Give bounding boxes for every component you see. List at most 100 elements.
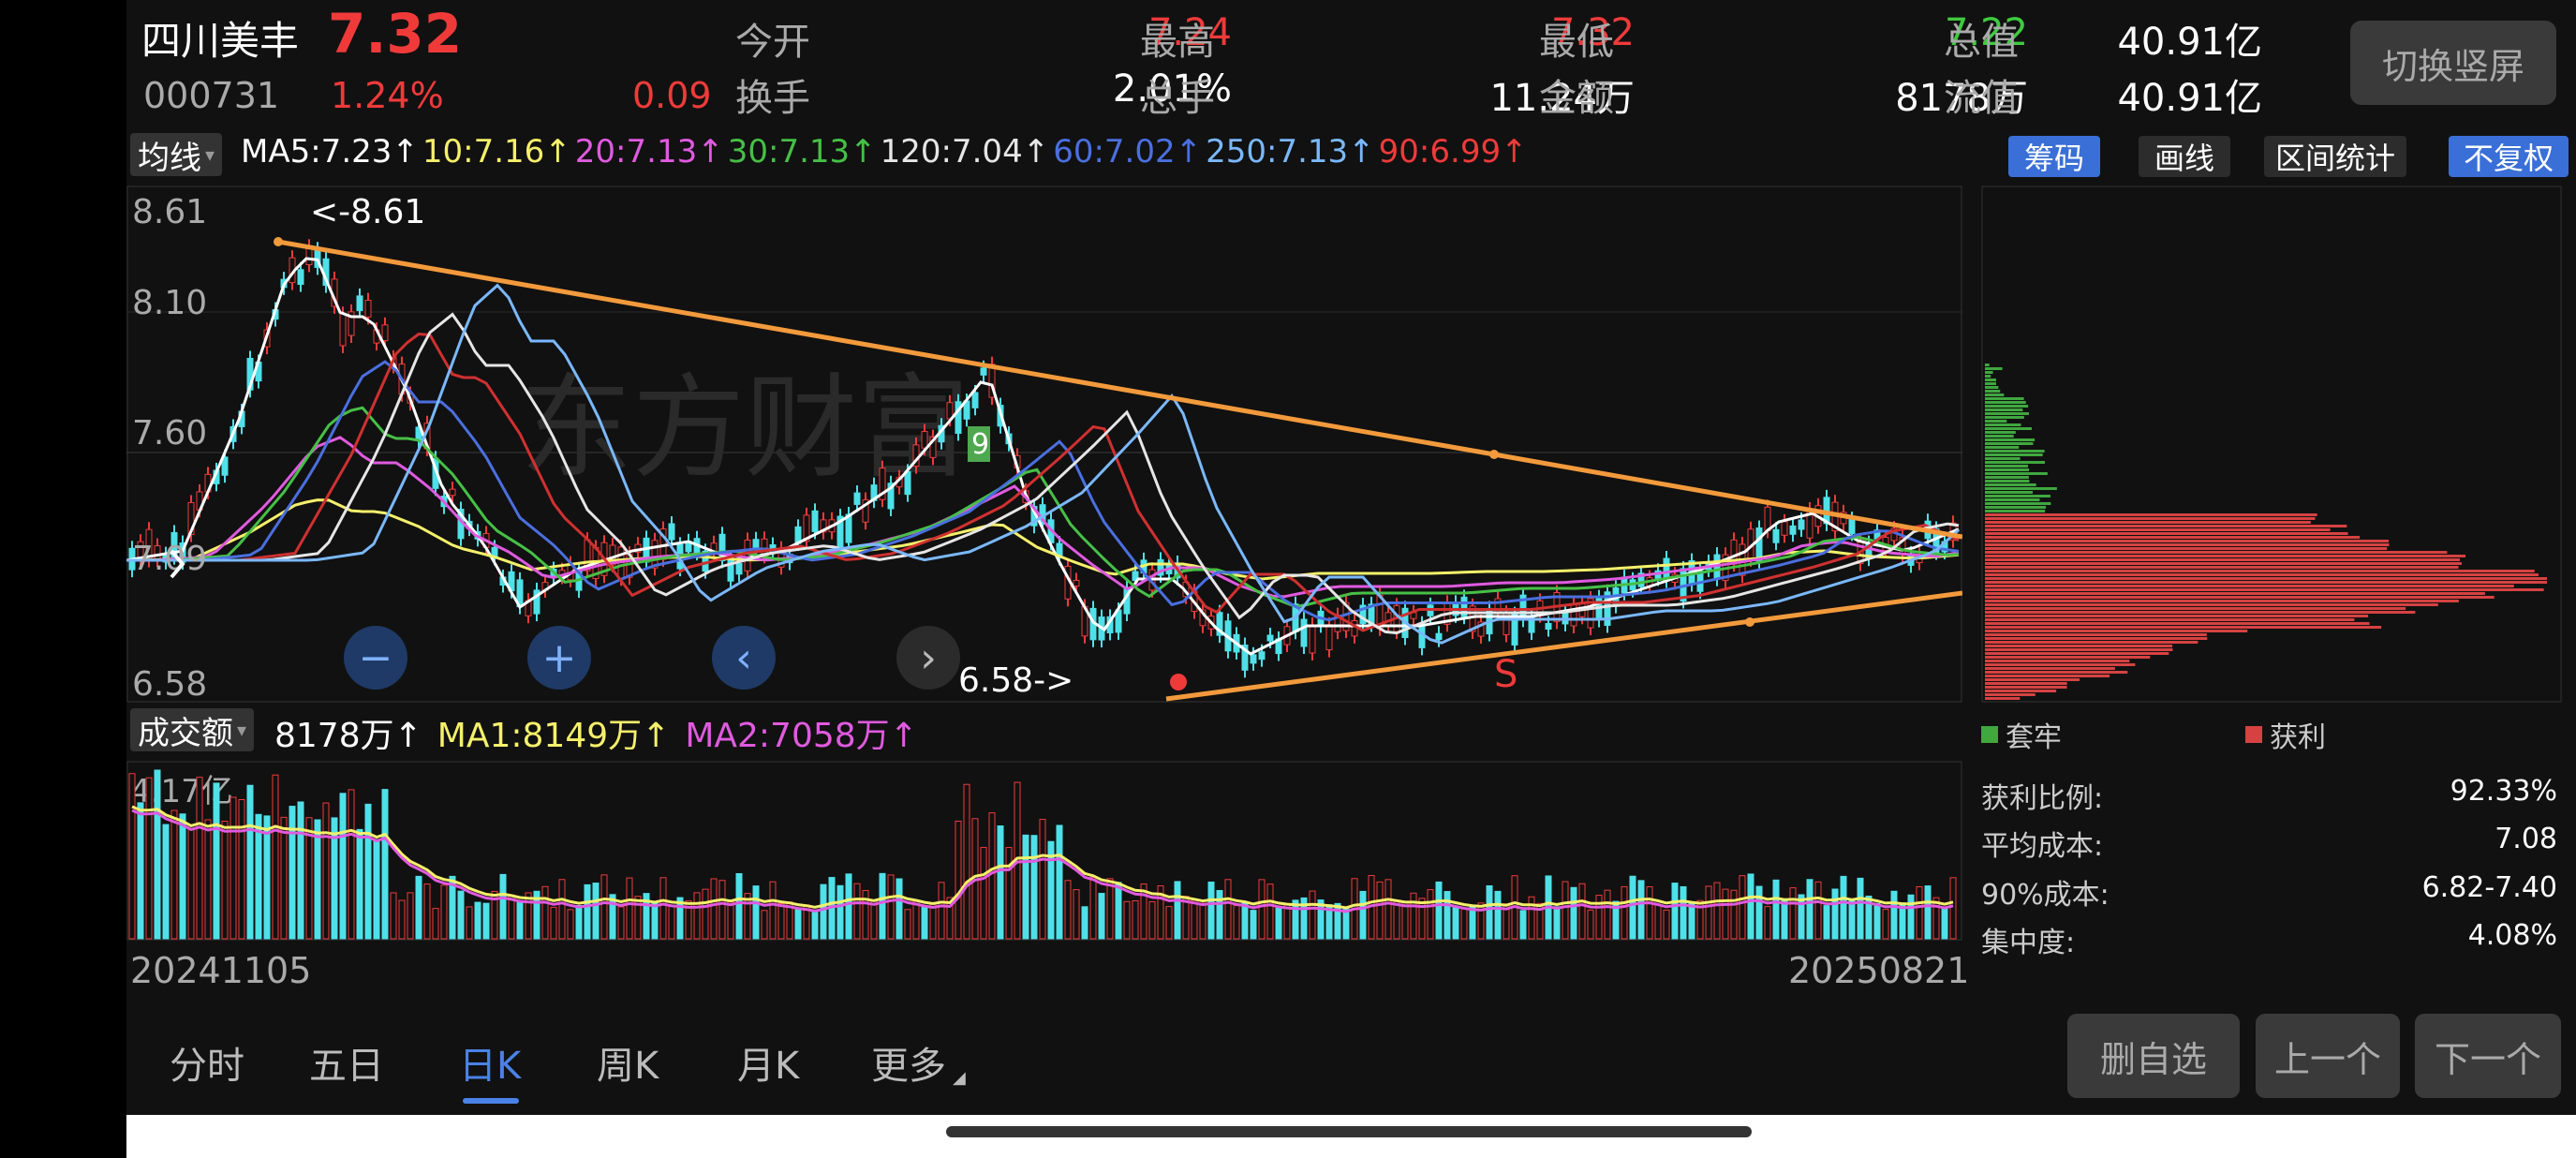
chip-bar: [1985, 577, 2547, 580]
high-value: 7.32: [1550, 11, 1635, 54]
trend-line-lower[interactable]: [1165, 590, 1962, 702]
chevron-right-icon: ›: [920, 633, 937, 682]
tab-five-day[interactable]: 五日: [309, 1045, 384, 1088]
chip-bar: [1985, 528, 2331, 531]
trend-line-upper[interactable]: [277, 239, 1495, 457]
candle-body: [297, 269, 304, 286]
volume-bar: [1317, 899, 1325, 940]
candle-body: [1157, 558, 1164, 576]
draw-line-button[interactable]: 画线: [2139, 136, 2230, 177]
volume-value: 11.24万: [1489, 77, 1635, 120]
change-percent: 1.24%: [331, 75, 444, 116]
chip-bar: [1985, 401, 2026, 404]
chip-bar: [1985, 502, 2051, 505]
candle-body: [980, 367, 987, 376]
trend-point[interactable]: [1489, 450, 1499, 459]
tab-monthly-k[interactable]: 月K: [737, 1045, 800, 1088]
candle-body: [1359, 604, 1367, 624]
chip-bar: [1985, 645, 2173, 647]
ma-line: [126, 436, 1960, 599]
candle-body: [811, 510, 819, 532]
volume-bar: [1266, 883, 1274, 940]
candle-body: [221, 456, 229, 476]
volume-bar: [1233, 905, 1240, 940]
amount-label: 金额: [1539, 77, 1614, 120]
chevron-right-icon[interactable]: [170, 549, 185, 579]
candle-body: [449, 488, 456, 497]
volume-bar: [1519, 910, 1527, 940]
volume-bar: [946, 897, 954, 940]
previous-stock-button[interactable]: 上一个: [2256, 1014, 2400, 1098]
volume-selector-label: 成交额: [138, 714, 233, 752]
volume-bar: [1595, 895, 1603, 940]
volume-bar: [718, 880, 726, 940]
scroll-right-button[interactable]: ›: [896, 626, 960, 690]
candle-body: [364, 300, 372, 318]
chips-tab[interactable]: 筹码: [2008, 136, 2100, 177]
volume-bar: [1494, 890, 1502, 940]
volume-bar: [1907, 894, 1915, 940]
volume-bar: [685, 900, 692, 940]
trend-point[interactable]: [1745, 617, 1754, 627]
ma10-value: 10:7.16↑: [422, 133, 571, 171]
chip-bar: [1985, 603, 2438, 606]
volume-bar: [1840, 875, 1847, 940]
no-adjust-button[interactable]: 不复权: [2449, 136, 2569, 177]
zoom-in-button[interactable]: +: [527, 626, 591, 690]
zoom-out-button[interactable]: −: [344, 626, 407, 690]
trend-line-upper-ext[interactable]: [1493, 452, 1962, 540]
kline-chart[interactable]: 东方财富 8.61 8.10 7.60 7.09 6.58 <-8.61 6.5…: [126, 186, 1962, 703]
volume-bar: [1671, 883, 1679, 940]
tab-intraday[interactable]: 分时: [170, 1045, 244, 1088]
candle-body: [887, 482, 895, 510]
volume-bar: [339, 793, 347, 940]
volume-bar: [1747, 873, 1754, 940]
candle-body: [1545, 622, 1552, 631]
trend-point[interactable]: [274, 237, 283, 246]
home-indicator[interactable]: [946, 1126, 1752, 1137]
remove-favorite-button[interactable]: 删自选: [2067, 1014, 2240, 1098]
chip-bar: [1985, 498, 2040, 501]
stock-price: 7.32: [328, 2, 463, 66]
chip-bar: [1985, 506, 2047, 509]
volume-bar: [1418, 898, 1426, 940]
candle-body: [1511, 614, 1518, 646]
volume-bar: [1604, 889, 1611, 940]
tab-daily-k[interactable]: 日K: [459, 1045, 522, 1088]
volume-bar: [331, 817, 338, 940]
next-stock-button[interactable]: 下一个: [2415, 1014, 2561, 1098]
volume-bar: [592, 883, 600, 940]
scroll-left-button[interactable]: ‹: [712, 626, 776, 690]
candle-body: [955, 401, 962, 434]
volume-bar: [187, 829, 195, 940]
chip-bar: [1985, 461, 2046, 464]
plus-icon: +: [541, 633, 577, 682]
volume-bar: [508, 894, 515, 940]
volume-bar: [567, 909, 574, 940]
chip-bar: [1985, 675, 2110, 677]
volume-bar: [710, 878, 718, 940]
candle-body: [1435, 632, 1443, 641]
volume-bar: [752, 885, 760, 940]
volume-bar: [980, 846, 987, 940]
volume-selector[interactable]: 成交额 ▾: [130, 708, 255, 752]
cost-90-value: 6.82-7.40: [2421, 871, 2557, 904]
ma-line: [126, 498, 1960, 581]
volume-bar: [1865, 895, 1873, 940]
volume-label: 总手: [1140, 77, 1215, 120]
chip-bar: [1985, 491, 2034, 494]
candle-body: [1755, 527, 1763, 562]
volume-bar: [1823, 905, 1830, 940]
tab-weekly-k[interactable]: 周K: [597, 1045, 659, 1088]
switch-orientation-button[interactable]: 切换竖屏: [2350, 21, 2556, 105]
volume-bar: [1132, 899, 1139, 940]
volume-bar: [482, 902, 490, 940]
volume-bar: [1258, 879, 1266, 940]
tab-more[interactable]: 更多: [871, 1045, 946, 1088]
range-stats-button[interactable]: 区间统计: [2264, 136, 2406, 177]
volume-bar: [1401, 901, 1409, 940]
candle-body: [929, 437, 937, 458]
candle-body: [820, 519, 827, 533]
ma-selector[interactable]: 均线 ▾: [130, 133, 223, 177]
volume-chart[interactable]: 4.17亿: [126, 761, 1962, 941]
